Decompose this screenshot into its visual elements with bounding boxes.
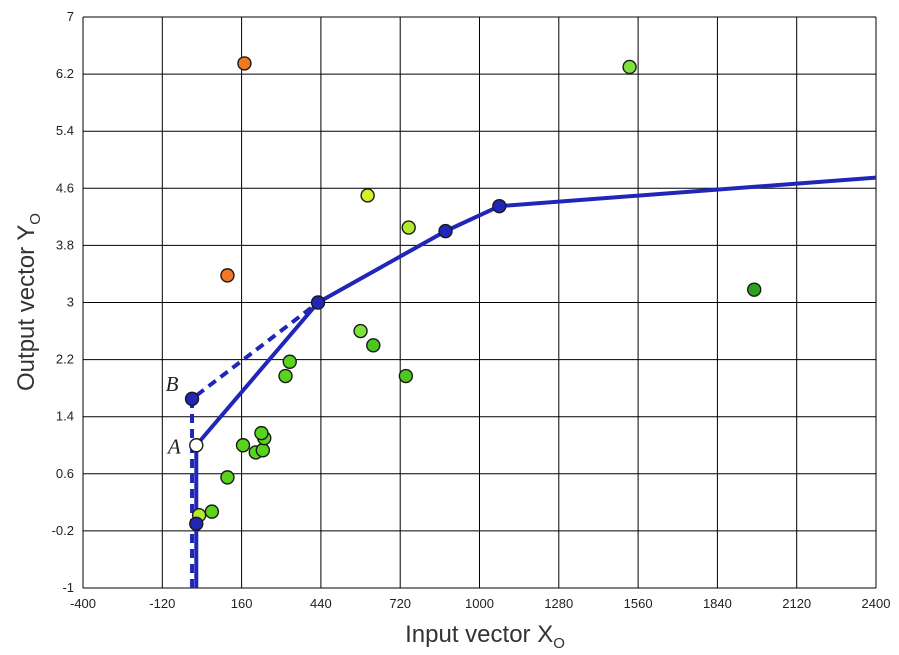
data-point — [366, 338, 381, 353]
data-point — [282, 354, 297, 369]
y-tick-label: 5.4 — [56, 123, 74, 138]
x-tick-label: 1000 — [465, 596, 494, 611]
frontier-lines — [190, 175, 877, 588]
data-point — [398, 368, 414, 384]
frontier-solid-line — [194, 175, 877, 588]
frontier-point — [189, 516, 204, 531]
x-tick-label: 720 — [389, 596, 411, 611]
point-labels: AB — [166, 372, 181, 458]
point-label-a: A — [166, 434, 181, 458]
x-tick-label: -400 — [70, 596, 96, 611]
y-tick-label: 0.6 — [56, 466, 74, 481]
frontier-point — [438, 223, 453, 239]
y-tick-label: 2.2 — [56, 352, 74, 367]
data-point — [237, 56, 252, 71]
y-axis-title: Output vector YO — [13, 213, 44, 391]
y-tick-label: 6.2 — [56, 66, 74, 81]
data-point — [622, 59, 637, 75]
data-points — [184, 56, 762, 531]
x-axis-title: Input vector XO — [405, 621, 565, 652]
data-point — [360, 188, 375, 203]
y-tick-label: 3.8 — [56, 237, 74, 252]
point-label-b: B — [166, 372, 179, 396]
y-tick-label: 3 — [67, 295, 74, 310]
x-tick-label: 1280 — [544, 596, 573, 611]
x-tick-label: 2400 — [862, 596, 891, 611]
data-point — [220, 268, 235, 283]
data-point — [254, 425, 269, 441]
data-point — [747, 282, 762, 297]
data-point — [353, 323, 368, 339]
frontier-point — [310, 295, 326, 310]
data-point — [255, 443, 271, 458]
x-axis-ticks: -400 -120 160 440 720 1000 1280 1560 1840 2120 240… — [70, 596, 890, 611]
frontier-point — [184, 391, 200, 407]
y-tick-label: 4.6 — [56, 180, 74, 195]
frontier-point — [189, 438, 204, 453]
data-point — [220, 470, 235, 485]
x-tick-label: -120 — [149, 596, 175, 611]
y-tick-label: -1 — [62, 580, 74, 595]
x-tick-label: 2120 — [782, 596, 811, 611]
x-tick-label: 1840 — [703, 596, 732, 611]
data-point — [235, 438, 251, 453]
y-axis-ticks: -1 -0.2 0.6 1.4 2.2 3 3.8 4.6 5.4 6.2 7 — [52, 9, 74, 595]
data-point — [401, 220, 416, 235]
data-point — [204, 504, 220, 519]
y-tick-label: -0.2 — [52, 523, 74, 538]
x-tick-label: 1560 — [624, 596, 653, 611]
x-tick-label: 160 — [231, 596, 253, 611]
y-tick-label: 1.4 — [56, 409, 74, 424]
y-tick-label: 7 — [67, 9, 74, 24]
frontier-point — [492, 198, 507, 214]
grid — [82, 16, 877, 589]
x-tick-label: 440 — [310, 596, 332, 611]
data-point — [278, 368, 293, 384]
